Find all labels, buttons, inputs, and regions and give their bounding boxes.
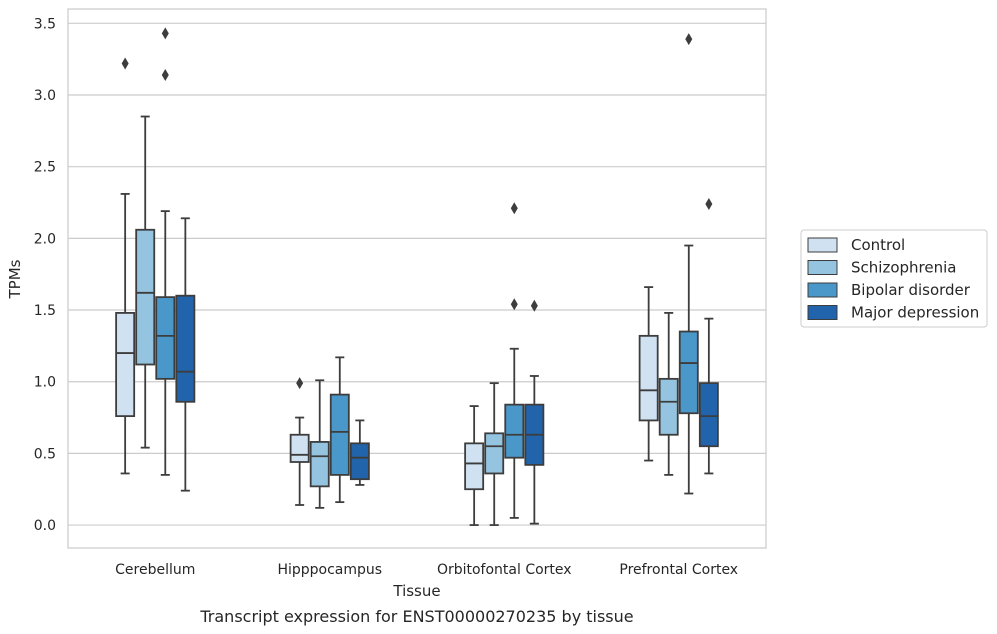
legend-frame xyxy=(800,229,988,328)
y-axis-label: TPMs xyxy=(6,259,24,299)
outlier-point xyxy=(510,298,518,311)
box-iqr xyxy=(504,403,525,459)
legend-label: Schizophrenia xyxy=(851,259,956,277)
legend: Control Schizophrenia Bipolar disorder Majo… xyxy=(800,229,988,328)
x-tick-label: Orbitofontal Cortex xyxy=(437,562,572,578)
box-iqr xyxy=(638,334,659,422)
x-tick-labels: Cerebellum Hipppocampus Orbitofontal Corte… xyxy=(115,562,738,578)
y-tick-label: 1.0 xyxy=(34,375,56,391)
x-axis-label: Tissue xyxy=(392,582,440,600)
box-group xyxy=(484,382,505,526)
legend-label: Control xyxy=(851,236,905,254)
box-group xyxy=(115,57,136,475)
outlier-point xyxy=(685,33,693,46)
box-iqr xyxy=(698,382,719,448)
legend-items: Control Schizophrenia Bipolar disorder Majo… xyxy=(807,236,979,322)
box-iqr xyxy=(175,294,196,403)
box-iqr xyxy=(349,442,370,481)
box-group xyxy=(524,299,545,525)
y-tick-label: 1.5 xyxy=(34,303,56,319)
outlier-point xyxy=(296,377,304,390)
box-iqr xyxy=(309,441,330,488)
y-tick-labels: 0.0 0.5 1.0 1.5 2.0 2.5 3.0 3.5 xyxy=(34,16,56,534)
box-iqr xyxy=(658,377,679,436)
box-iqr xyxy=(484,432,505,475)
y-tick-label: 0.0 xyxy=(34,518,56,534)
legend-swatch xyxy=(807,305,838,320)
legend-swatch xyxy=(807,260,838,275)
chart-caption: Transcript expression for ENST0000027023… xyxy=(199,607,633,626)
box-group xyxy=(309,379,330,509)
box-group xyxy=(698,197,719,475)
legend-swatch xyxy=(807,282,838,298)
box-iqr xyxy=(464,442,485,491)
legend-swatch xyxy=(807,237,838,253)
plot-frame xyxy=(67,8,767,549)
y-tick-label: 2.5 xyxy=(34,160,56,176)
outlier-point xyxy=(161,27,169,40)
y-tick-label: 3.5 xyxy=(34,16,56,32)
legend-label: Bipolar disorder xyxy=(851,281,971,299)
box-group xyxy=(289,377,310,506)
y-tick-label: 2.0 xyxy=(34,231,56,247)
box-group xyxy=(349,419,370,486)
outlier-point xyxy=(705,197,713,210)
box-iqr xyxy=(115,312,136,418)
box-iqr xyxy=(289,433,310,463)
y-tick-label: 0.5 xyxy=(34,446,56,462)
x-tick-label: Hipppocampus xyxy=(277,562,382,578)
box-iqr xyxy=(155,296,176,380)
y-tick-label: 3.0 xyxy=(34,88,56,104)
outlier-point xyxy=(121,57,129,70)
box-group xyxy=(155,27,176,476)
outlier-point xyxy=(161,68,169,81)
outlier-point xyxy=(530,299,538,312)
box-iqr xyxy=(329,393,350,476)
grid-lines xyxy=(68,22,766,526)
x-tick-label: Prefrontal Cortex xyxy=(619,562,738,578)
box-group xyxy=(135,115,156,449)
box-group xyxy=(175,217,196,492)
box-group xyxy=(329,356,350,504)
box-group xyxy=(678,33,699,495)
box-group xyxy=(638,286,659,462)
box-group xyxy=(464,405,485,526)
box-group xyxy=(658,312,679,476)
x-tick-label: Cerebellum xyxy=(115,562,195,578)
legend-label: Major depression xyxy=(851,304,979,322)
outlier-point xyxy=(510,202,518,215)
box-group xyxy=(504,202,525,519)
box-iqr xyxy=(135,228,156,366)
box-series xyxy=(115,27,719,526)
box-iqr xyxy=(678,330,699,415)
